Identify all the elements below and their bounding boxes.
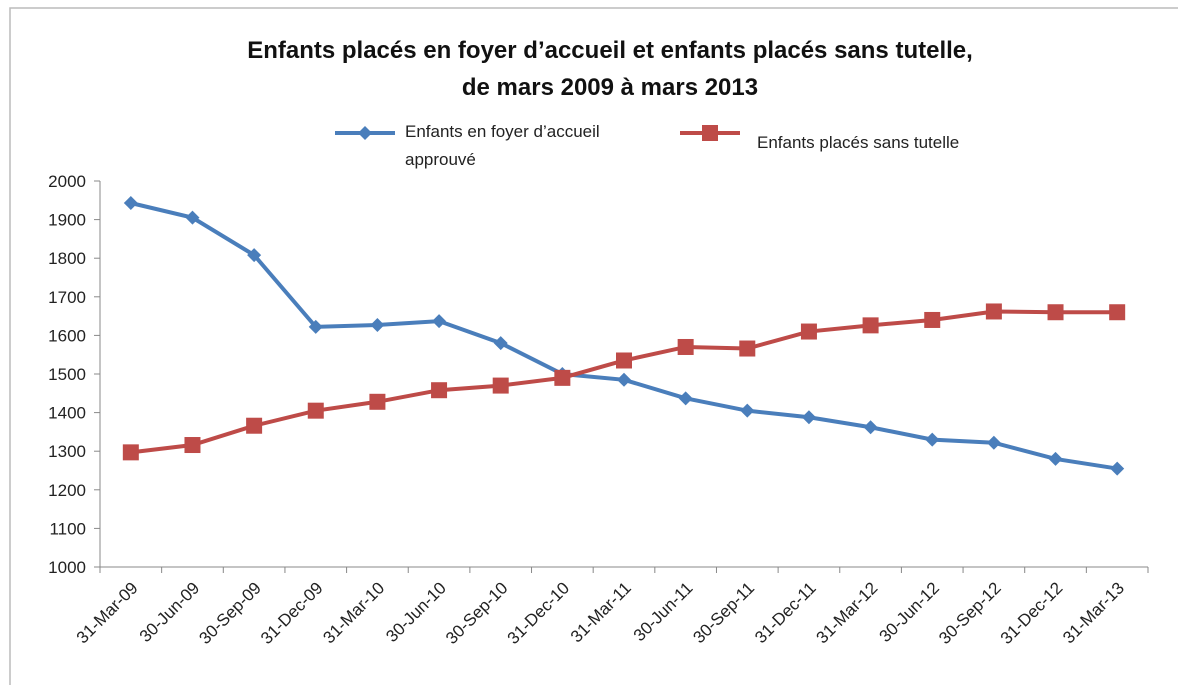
marker xyxy=(1109,304,1126,321)
marker xyxy=(308,319,323,334)
chart-title: de mars 2009 à mars 2013 xyxy=(462,74,758,101)
marker xyxy=(432,314,447,329)
x-tick-label: 30-Sep-09 xyxy=(195,578,265,648)
marker xyxy=(801,410,816,425)
marker xyxy=(986,435,1001,450)
x-tick-label: 30-Sep-10 xyxy=(442,578,512,648)
x-tick-label: 31-Dec-09 xyxy=(257,578,327,648)
legend-marker xyxy=(702,125,718,141)
marker xyxy=(307,402,324,419)
y-tick-label: 1700 xyxy=(48,288,86,307)
marker xyxy=(800,323,817,340)
x-tick-label: 31-Mar-10 xyxy=(319,578,388,647)
legend-marker xyxy=(358,126,372,140)
marker xyxy=(247,248,262,263)
legend-label: Enfants en foyer d’accueil approuvé xyxy=(405,122,600,169)
marker xyxy=(122,444,139,461)
x-tick-label: 30-Jun-11 xyxy=(630,578,697,645)
y-tick-label: 1100 xyxy=(49,519,86,538)
y-tick-label: 2000 xyxy=(48,172,86,191)
y-tick-label: 1800 xyxy=(48,249,86,268)
marker xyxy=(493,336,508,351)
x-tick-label: 31-Dec-10 xyxy=(504,578,574,648)
x-tick-label: 31-Mar-11 xyxy=(567,578,635,646)
marker xyxy=(862,317,879,334)
marker xyxy=(616,352,632,369)
y-tick-label: 1000 xyxy=(48,558,86,577)
y-tick-label: 1400 xyxy=(48,404,86,423)
x-tick-label: 30-Sep-12 xyxy=(935,578,1005,648)
x-tick-label: 31-Mar-09 xyxy=(73,578,142,647)
marker xyxy=(863,420,878,435)
y-tick-label: 1900 xyxy=(48,211,86,230)
x-tick-label: 30-Jun-09 xyxy=(136,578,204,646)
x-tick-label: 31-Dec-11 xyxy=(751,578,820,647)
marker xyxy=(554,369,571,386)
line xyxy=(130,201,1118,471)
marker xyxy=(185,210,200,225)
marker xyxy=(678,391,693,406)
marker xyxy=(985,303,1002,320)
marker xyxy=(369,393,386,410)
marker xyxy=(740,403,755,418)
marker xyxy=(123,196,138,211)
marker xyxy=(617,372,631,387)
marker xyxy=(924,311,941,328)
x-tick-label: 31-Mar-12 xyxy=(813,578,882,647)
marker xyxy=(431,382,448,399)
frame xyxy=(9,7,1178,685)
x-tick-label: 30-Sep-11 xyxy=(689,578,758,647)
x-tick-label: 31-Mar-13 xyxy=(1059,578,1128,647)
marker xyxy=(677,338,694,355)
y-tick-label: 1200 xyxy=(48,481,86,500)
marker xyxy=(739,340,756,357)
y-tick-label: 1600 xyxy=(48,326,86,345)
marker xyxy=(184,437,201,454)
marker xyxy=(1110,461,1125,476)
marker xyxy=(370,317,385,332)
y-tick-label: 1300 xyxy=(48,442,86,461)
marker xyxy=(925,432,940,447)
x-tick-label: 31-Dec-12 xyxy=(997,578,1067,648)
marker xyxy=(1047,304,1064,321)
legend-label: Enfants placés sans tutelle xyxy=(757,133,960,152)
marker xyxy=(246,417,263,434)
marker xyxy=(492,377,509,394)
x-tick-label: 30-Jun-10 xyxy=(382,578,450,646)
marker xyxy=(1048,451,1063,466)
y-tick-label: 1500 xyxy=(48,365,86,384)
x-tick-label: 30-Jun-12 xyxy=(875,578,943,646)
chart-title: Enfants placés en foyer d’accueil et enf… xyxy=(247,37,973,64)
